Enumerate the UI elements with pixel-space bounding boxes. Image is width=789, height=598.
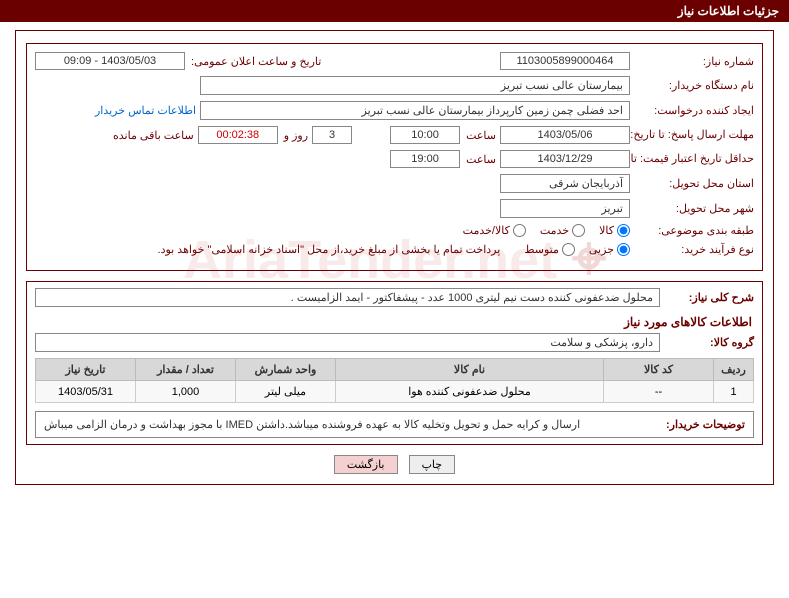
- page-title: جزئیات اطلاعات نیاز: [678, 4, 779, 18]
- th-row: ردیف: [714, 359, 754, 381]
- announce-label: تاریخ و ساعت اعلان عمومی:: [189, 55, 321, 68]
- row-buyer-org: نام دستگاه خریدار: بیمارستان عالی نسب تب…: [35, 76, 754, 95]
- th-code: کد کالا: [604, 359, 714, 381]
- validity-hour-field: 19:00: [390, 150, 460, 168]
- creator-field: احد فضلی چمن زمین کارپرداز بیمارستان عال…: [200, 101, 630, 120]
- row-summary: شرح کلی نیاز: محلول ضدعفونی کننده دست نی…: [35, 288, 754, 307]
- province-label: استان محل تحویل:: [634, 177, 754, 190]
- row-creator: ایجاد کننده درخواست: احد فضلی چمن زمین ک…: [35, 101, 754, 120]
- days-and-label: روز و: [282, 129, 308, 142]
- group-label: گروه کالا:: [664, 336, 754, 349]
- process-radios: جزیی متوسط: [524, 243, 630, 256]
- deadline-date-field: 1403/05/06: [500, 126, 630, 144]
- th-unit: واحد شمارش: [236, 359, 336, 381]
- contact-link[interactable]: اطلاعات تماس خریدار: [95, 104, 196, 117]
- buyer-desc-box: توضیحات خریدار: ارسال و کرایه حمل و تحوی…: [35, 411, 754, 438]
- th-name: نام کالا: [336, 359, 604, 381]
- need-no-label: شماره نیاز:: [634, 55, 754, 68]
- td-row: 1: [714, 381, 754, 403]
- announce-field: 1403/05/03 - 09:09: [35, 52, 185, 70]
- summary-section: شرح کلی نیاز: محلول ضدعفونی کننده دست نی…: [26, 281, 763, 445]
- row-validity: حداقل تاریخ اعتبار قیمت: تا تاریخ: 1403/…: [35, 150, 754, 168]
- radio-partial[interactable]: جزیی: [589, 243, 630, 256]
- button-row: چاپ بازگشت: [26, 455, 763, 474]
- city-field: تبریز: [500, 199, 630, 218]
- table-row: 1 -- محلول ضدعفونی کننده هوا میلی لیتر 1…: [36, 381, 754, 403]
- back-button[interactable]: بازگشت: [334, 455, 398, 474]
- th-date: تاریخ نیاز: [36, 359, 136, 381]
- category-radios: کالا خدمت کالا/خدمت: [463, 224, 630, 237]
- process-note: پرداخت تمام یا بخشی از مبلغ خرید،از محل …: [158, 243, 501, 256]
- radio-service[interactable]: خدمت: [540, 224, 585, 237]
- radio-medium[interactable]: متوسط: [524, 243, 575, 256]
- page-header: جزئیات اطلاعات نیاز: [0, 0, 789, 22]
- hour-label-1: ساعت: [464, 129, 496, 142]
- print-button[interactable]: چاپ: [409, 455, 456, 474]
- radio-both-input[interactable]: [513, 224, 526, 237]
- radio-medium-input[interactable]: [562, 243, 575, 256]
- row-province: استان محل تحویل: آذربایجان شرقی: [35, 174, 754, 193]
- city-label: شهر محل تحویل:: [634, 202, 754, 215]
- main-frame: ⌖ AriaTender.net شماره نیاز: 11030058990…: [15, 30, 774, 485]
- need-no-field: 1103005899000464: [500, 52, 630, 70]
- deadline-hour-field: 10:00: [390, 126, 460, 144]
- desc-text: ارسال و کرایه حمل و تحویل وتخلیه کالا به…: [44, 418, 645, 431]
- td-qty: 1,000: [136, 381, 236, 403]
- row-city: شهر محل تحویل: تبریز: [35, 199, 754, 218]
- td-date: 1403/05/31: [36, 381, 136, 403]
- buyer-org-field: بیمارستان عالی نسب تبریز: [200, 76, 630, 95]
- radio-goods-input[interactable]: [617, 224, 630, 237]
- goods-section-title: اطلاعات کالاهای مورد نیاز: [37, 315, 752, 329]
- td-code: --: [604, 381, 714, 403]
- validity-date-field: 1403/12/29: [500, 150, 630, 168]
- hour-label-2: ساعت: [464, 153, 496, 166]
- row-category: طبقه بندی موضوعی: کالا خدمت کالا/خدمت: [35, 224, 754, 237]
- row-group: گروه کالا: دارو، پزشکی و سلامت: [35, 333, 754, 352]
- summary-field: محلول ضدعفونی کننده دست نیم لیتری 1000 ع…: [35, 288, 660, 307]
- row-process: نوع فرآیند خرید: جزیی متوسط پرداخت تمام …: [35, 243, 754, 256]
- countdown-field: 00:02:38: [198, 126, 278, 144]
- process-label: نوع فرآیند خرید:: [634, 243, 754, 256]
- row-need-no: شماره نیاز: 1103005899000464 تاریخ و ساع…: [35, 52, 754, 70]
- desc-label: توضیحات خریدار:: [645, 418, 745, 431]
- group-field: دارو، پزشکی و سلامت: [35, 333, 660, 352]
- radio-both[interactable]: کالا/خدمت: [463, 224, 526, 237]
- category-label: طبقه بندی موضوعی:: [634, 224, 754, 237]
- td-name: محلول ضدعفونی کننده هوا: [336, 381, 604, 403]
- td-unit: میلی لیتر: [236, 381, 336, 403]
- buyer-org-label: نام دستگاه خریدار:: [634, 79, 754, 92]
- details-box: شماره نیاز: 1103005899000464 تاریخ و ساع…: [26, 43, 763, 271]
- radio-service-input[interactable]: [572, 224, 585, 237]
- table-header-row: ردیف کد کالا نام کالا واحد شمارش تعداد /…: [36, 359, 754, 381]
- validity-label: حداقل تاریخ اعتبار قیمت: تا تاریخ:: [634, 152, 754, 166]
- remain-label: ساعت باقی مانده: [111, 129, 194, 142]
- days-field: 3: [312, 126, 352, 144]
- radio-partial-input[interactable]: [617, 243, 630, 256]
- row-deadline: مهلت ارسال پاسخ: تا تاریخ: 1403/05/06 سا…: [35, 126, 754, 144]
- goods-table: ردیف کد کالا نام کالا واحد شمارش تعداد /…: [35, 358, 754, 403]
- th-qty: تعداد / مقدار: [136, 359, 236, 381]
- province-field: آذربایجان شرقی: [500, 174, 630, 193]
- creator-label: ایجاد کننده درخواست:: [634, 104, 754, 117]
- summary-label: شرح کلی نیاز:: [664, 291, 754, 304]
- radio-goods[interactable]: کالا: [599, 224, 630, 237]
- deadline-label: مهلت ارسال پاسخ: تا تاریخ:: [634, 128, 754, 142]
